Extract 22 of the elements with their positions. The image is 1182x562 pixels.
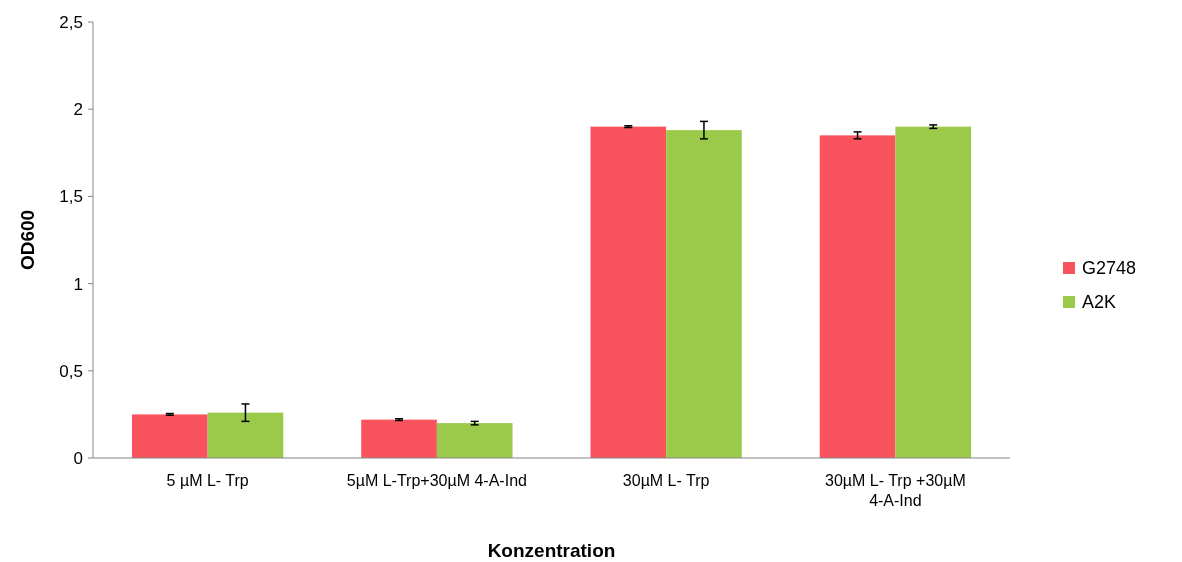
- x-tick-label: 30µM L- Trp: [622, 472, 710, 489]
- bar: [361, 419, 437, 458]
- x-tick-label: 5µM L-Trp+30µM 4-A-Ind: [346, 472, 527, 489]
- legend-label: A2K: [1082, 292, 1117, 313]
- y-tick-label: 2: [73, 100, 83, 120]
- bar: [131, 414, 208, 458]
- y-tick-label: 1,5: [59, 187, 83, 207]
- bar: [819, 135, 896, 458]
- x-tick-label: 5 µM L- Trp: [166, 472, 249, 489]
- y-tick-label: 0,5: [59, 361, 83, 381]
- bar: [207, 412, 284, 458]
- bar: [590, 126, 667, 458]
- x-axis-title: Konzentration: [487, 540, 616, 561]
- legend-label: G2748: [1082, 258, 1137, 279]
- y-axis-title: OD600: [17, 209, 38, 271]
- x-tick-label: 30µM L- Trp +30µM 4-A-Ind: [825, 472, 966, 509]
- bar: [436, 423, 513, 458]
- y-tick-label: 0: [73, 448, 83, 468]
- bar: [895, 126, 972, 458]
- y-tick-label: 2,5: [59, 12, 83, 32]
- bar: [666, 130, 742, 458]
- y-tick-label: 1: [73, 274, 83, 294]
